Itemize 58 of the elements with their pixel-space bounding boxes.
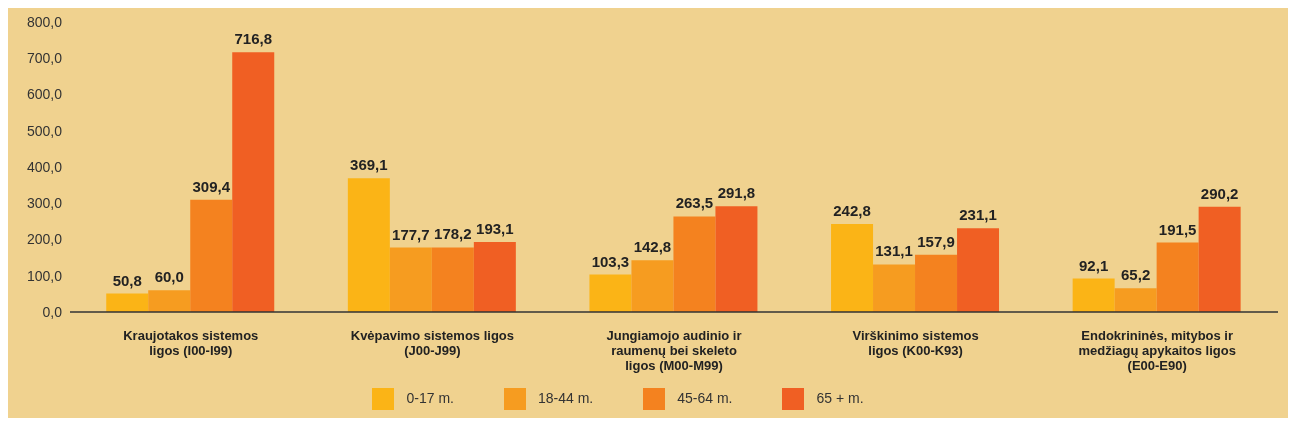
bar	[148, 290, 191, 312]
x-tick-label: Virškinimo sistemos ligos (K00-K93)	[852, 328, 979, 358]
bar	[1072, 278, 1115, 312]
bar	[631, 260, 674, 312]
bar	[106, 293, 149, 312]
y-tick-label: 300,0	[26, 195, 63, 212]
data-label: 92,1	[1079, 256, 1109, 274]
x-tick-label: Jungiamojo audinio ir raumenų bei skeleto ligos (M00-M99)	[606, 328, 742, 373]
y-tick-label: 0,0	[42, 303, 63, 320]
bar	[715, 206, 758, 312]
data-label: 716,8	[234, 30, 273, 48]
data-label: 191,5	[1158, 220, 1197, 238]
bar	[190, 199, 233, 312]
bar	[915, 254, 958, 312]
data-label: 231,1	[959, 206, 997, 224]
bar	[1198, 206, 1241, 312]
legend-label: 18-44 m.	[537, 389, 594, 406]
bar	[831, 223, 874, 312]
bar	[389, 247, 432, 312]
y-tick-label: 200,0	[26, 231, 63, 248]
bar	[673, 216, 716, 312]
y-tick-label: 500,0	[26, 122, 63, 139]
x-tick-label: Endokrininės, mitybos ir medžiagų apykaitos ligos (E00-E90)	[1078, 328, 1236, 373]
bar	[957, 228, 1000, 312]
y-tick-label: 100,0	[26, 267, 63, 284]
data-label: 103,3	[591, 252, 630, 270]
bar	[873, 264, 916, 312]
bar	[347, 178, 390, 312]
bar	[1156, 242, 1199, 312]
data-label: 60,0	[154, 268, 184, 286]
legend-label: 0-17 m.	[406, 389, 454, 406]
data-label: 369,1	[350, 156, 388, 174]
data-label: 177,7	[392, 225, 430, 243]
data-label: 193,1	[476, 220, 514, 237]
y-tick-label: 700,0	[26, 50, 63, 67]
legend-label: 65 + m.	[816, 389, 864, 406]
data-label: 131,1	[875, 242, 913, 260]
y-tick-label: 400,0	[26, 158, 63, 175]
x-tick-label: Kvėpavimo sistemos ligos (J00-J99)	[350, 328, 515, 358]
data-label: 157,9	[917, 232, 955, 250]
x-tick-label: Kraujotakos sistemos ligos (I00-I99)	[123, 328, 259, 358]
data-label: 50,8	[112, 271, 142, 289]
data-label: 142,8	[633, 238, 672, 256]
bar	[232, 52, 275, 312]
bar	[589, 274, 632, 312]
data-label: 291,8	[717, 184, 756, 202]
bar	[473, 242, 516, 312]
bar	[1114, 288, 1157, 312]
data-label: 309,4	[192, 177, 231, 195]
data-label: 290,2	[1200, 184, 1239, 202]
y-tick-label: 600,0	[26, 86, 63, 103]
data-label: 242,8	[833, 201, 871, 219]
data-label: 65,2	[1121, 266, 1151, 284]
data-label: 178,2	[434, 225, 472, 243]
y-tick-label: 800,0	[26, 13, 63, 30]
legend-label: 45-64 m.	[677, 389, 733, 406]
bar	[431, 247, 474, 312]
data-label: 263,5	[675, 194, 714, 212]
